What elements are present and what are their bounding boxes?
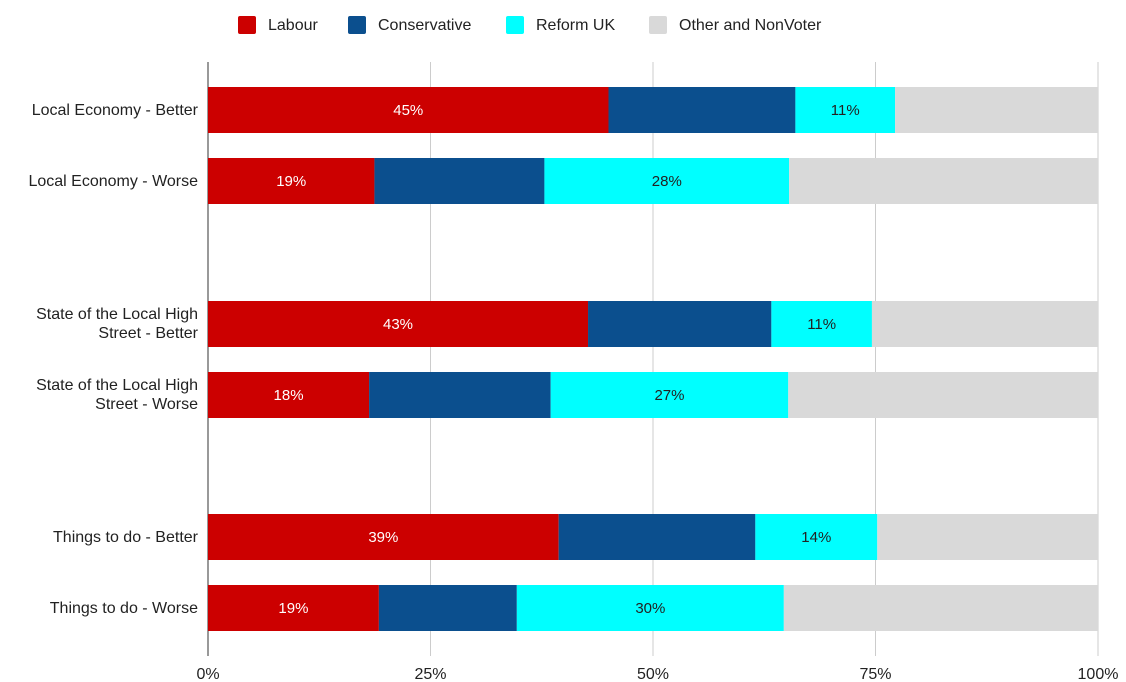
data-label: 19%: [276, 173, 306, 190]
category-label: Things to do - Worse: [50, 600, 198, 617]
category-label: State of the Local High Street - Better: [36, 306, 199, 342]
category-label: Local Economy - Better: [32, 102, 199, 119]
bar-segment: [544, 158, 790, 204]
data-label: 39%: [368, 529, 398, 546]
bar-segment: [795, 87, 896, 133]
legend: Labour Conservative Reform UK Other and Non…: [238, 16, 822, 34]
bar-segment: [771, 301, 872, 347]
bar-segment: [788, 372, 1098, 418]
bar-segment: [783, 585, 1098, 631]
data-label: 27%: [654, 387, 684, 404]
bars: 45% 11% 19% 28% 43% 11% 18% 27% 39% 14% 19% 30%: [208, 87, 1098, 631]
bar-segment: [608, 87, 796, 133]
bar-segment: [369, 372, 551, 418]
x-tick-label: 25%: [414, 666, 446, 682]
data-label: 11%: [807, 316, 836, 333]
x-tick-label: 0%: [196, 666, 219, 682]
bar-segment: [558, 514, 756, 560]
legend-label: Other and NonVoter: [679, 17, 822, 34]
data-label: 14%: [801, 529, 831, 546]
category-labels: Local Economy - Better Local Economy - Wo…: [28, 102, 198, 617]
bar-segment: [588, 301, 772, 347]
bar-segment: [789, 158, 1098, 204]
bar-segment: [208, 87, 609, 133]
legend-label: Reform UK: [536, 17, 615, 34]
bar-segment: [208, 585, 379, 631]
bar-segment: [755, 514, 878, 560]
category-label: State of the Local High Street - Worse: [36, 377, 198, 413]
data-label: 19%: [278, 600, 308, 617]
legend-label: Labour: [268, 17, 318, 34]
bar-segment: [208, 372, 370, 418]
data-label: 30%: [635, 600, 665, 617]
x-tick-label: 100%: [1078, 666, 1119, 682]
bar-segment: [208, 158, 375, 204]
bar-segment: [877, 514, 1098, 560]
category-label: Things to do - Better: [53, 529, 199, 546]
data-label: 11%: [831, 102, 860, 119]
data-label: 28%: [652, 173, 682, 190]
bar-segment: [208, 514, 559, 560]
bar-segment: [516, 585, 784, 631]
x-axis-ticks: 0% 25% 50% 75% 100%: [196, 666, 1118, 682]
bar-segment: [378, 585, 517, 631]
data-label: 18%: [274, 387, 304, 404]
legend-swatch: [348, 16, 366, 34]
bar-segment: [550, 372, 789, 418]
legend-swatch: [238, 16, 256, 34]
legend-swatch: [506, 16, 524, 34]
x-tick-label: 75%: [859, 666, 891, 682]
legend-label: Conservative: [378, 17, 471, 34]
bar-segment: [208, 301, 589, 347]
category-label: Local Economy - Worse: [28, 173, 198, 190]
data-label: 45%: [393, 102, 423, 119]
bar-segment: [871, 301, 1098, 347]
legend-swatch: [649, 16, 667, 34]
bar-segment: [895, 87, 1098, 133]
x-tick-label: 50%: [637, 666, 669, 682]
data-label: 43%: [383, 316, 413, 333]
bar-segment: [374, 158, 545, 204]
grid: [207, 62, 1099, 656]
